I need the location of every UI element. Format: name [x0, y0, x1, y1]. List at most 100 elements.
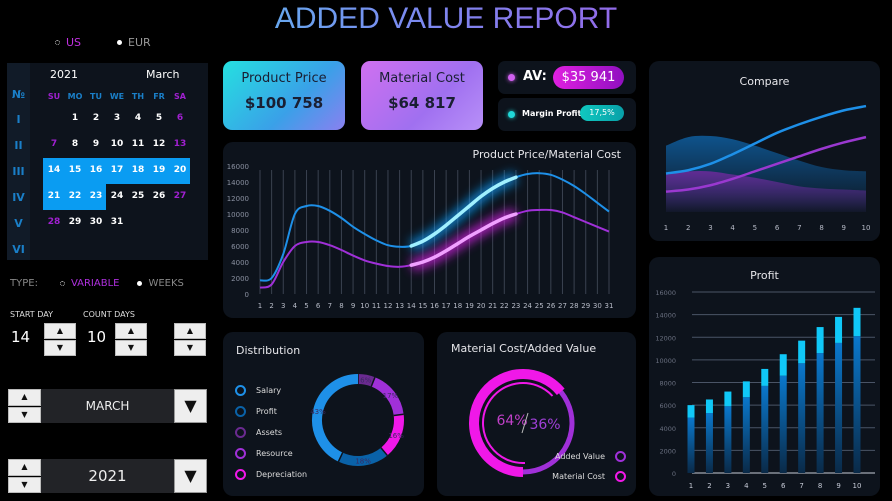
calendar-day[interactable]: 19 — [152, 165, 166, 175]
calendar-day[interactable]: 18 — [131, 165, 145, 175]
calendar-day[interactable]: 25 — [131, 191, 145, 201]
calendar-day[interactable]: 10 — [110, 139, 124, 149]
margin-dot-icon — [508, 111, 515, 118]
calendar-day[interactable]: 7 — [50, 139, 58, 149]
highlight-segment — [409, 212, 518, 267]
legend-item-resource: Resource — [235, 448, 293, 459]
calendar-day[interactable]: 9 — [92, 139, 100, 149]
calendar-day[interactable]: 2 — [92, 113, 100, 123]
slice-label: 16% — [388, 432, 404, 440]
y-tick-label: 2000 — [659, 447, 676, 455]
av-box: AV: $35 941 — [498, 61, 636, 94]
product-price-value: $100 758 — [244, 94, 324, 112]
product-price-card: Product Price $100 758 — [223, 61, 345, 130]
up-arrow-icon[interactable]: ▲ — [174, 323, 206, 339]
start-day-spinner[interactable]: ▲ ▼ — [44, 323, 76, 356]
month-dropdown-chevron-icon[interactable]: ▼ — [174, 389, 207, 423]
x-tick-label: 31 — [605, 302, 614, 310]
calendar-day[interactable]: 28 — [47, 217, 61, 227]
calendar-day[interactable]: 8 — [71, 139, 79, 149]
up-arrow-icon[interactable]: ▲ — [8, 389, 41, 406]
radio-filled-icon[interactable] — [137, 281, 143, 286]
bar-segment-base — [816, 353, 824, 473]
chart-title: Distribution — [236, 344, 301, 357]
down-arrow-icon[interactable]: ▼ — [115, 340, 147, 356]
calendar-day[interactable]: 12 — [152, 139, 166, 149]
type-weeks-option[interactable]: WEEKS — [148, 278, 184, 289]
calendar-day[interactable]: 23 — [89, 191, 103, 201]
year-spinner[interactable]: ▲ ▼ — [8, 459, 41, 493]
calendar-day[interactable]: 11 — [131, 139, 145, 149]
count-days-value[interactable]: 10 — [87, 328, 107, 346]
extra-spinner[interactable]: ▲ ▼ — [174, 323, 206, 356]
calendar-day[interactable]: 17 — [110, 165, 124, 175]
start-day-value[interactable]: 14 — [11, 328, 31, 346]
down-arrow-icon[interactable]: ▼ — [8, 406, 41, 423]
month-select[interactable]: MARCH — [41, 389, 174, 423]
legend-ring-icon — [235, 406, 246, 417]
x-tick-label: 3 — [281, 302, 285, 310]
currency-eur-radio[interactable]: EUR — [117, 36, 151, 49]
currency-eur-label: EUR — [128, 36, 151, 49]
legend-ring-icon — [615, 471, 626, 482]
currency-us-label: US — [66, 36, 82, 49]
donut-slice-material-cost — [469, 369, 565, 477]
calendar-day[interactable]: 24 — [110, 191, 124, 201]
calendar-day[interactable]: 13 — [173, 139, 187, 149]
divider — [521, 412, 529, 434]
legend-label: Profit — [256, 407, 277, 416]
down-arrow-icon[interactable]: ▼ — [174, 340, 206, 356]
area-series — [666, 171, 866, 212]
year-select[interactable]: 2021 — [41, 459, 174, 493]
y-tick-label: 10000 — [655, 357, 676, 365]
up-arrow-icon[interactable]: ▲ — [115, 323, 147, 339]
calendar-day[interactable]: 31 — [110, 217, 124, 227]
y-tick-label: 10000 — [227, 211, 249, 219]
calendar-day[interactable]: 20 — [173, 165, 187, 175]
calendar-day[interactable]: 3 — [113, 113, 121, 123]
down-arrow-icon[interactable]: ▼ — [8, 476, 41, 493]
product-price-label: Product Price — [241, 71, 327, 86]
distribution-panel: Distribution 6% 17% 16% 18% 43% Salary Profit… — [223, 332, 424, 496]
calendar-day[interactable]: 14 — [47, 165, 61, 175]
x-tick-label: 2 — [686, 224, 690, 232]
x-tick-label: 1 — [664, 224, 668, 232]
count-days-spinner[interactable]: ▲ ▼ — [115, 323, 147, 356]
calendar-year: 2021 — [50, 68, 78, 81]
slice-separator — [380, 447, 388, 456]
x-tick-label: 21 — [488, 302, 497, 310]
inner-arc — [482, 382, 554, 464]
calendar-day[interactable]: 26 — [152, 191, 166, 201]
month-spinner[interactable]: ▲ ▼ — [8, 389, 41, 423]
radio-empty-icon — [55, 40, 60, 45]
calendar-day[interactable]: 16 — [89, 165, 103, 175]
margin-value: 17,5% — [580, 105, 624, 121]
year-dropdown-chevron-icon[interactable]: ▼ — [174, 459, 207, 493]
x-tick-label: 2 — [269, 302, 273, 310]
calendar-day[interactable]: 4 — [134, 113, 142, 123]
x-tick-label: 7 — [328, 302, 332, 310]
up-arrow-icon[interactable]: ▲ — [8, 459, 41, 476]
legend-ring-icon — [235, 427, 246, 438]
legend-material-cost: Material Cost — [552, 471, 626, 482]
calendar-day[interactable]: 21 — [47, 191, 61, 201]
calendar-day[interactable]: 1 — [71, 113, 79, 123]
currency-us-radio[interactable]: US — [55, 36, 81, 49]
x-tick-label: 8 — [339, 302, 343, 310]
type-variable-option[interactable]: VARIABLE — [70, 278, 120, 289]
calendar-day[interactable]: 22 — [68, 191, 82, 201]
calendar-day[interactable]: 5 — [155, 113, 163, 123]
x-tick-label: 9 — [351, 302, 355, 310]
down-arrow-icon[interactable]: ▼ — [44, 340, 76, 356]
calendar-day[interactable]: 6 — [176, 113, 184, 123]
av-dot-icon — [508, 74, 515, 81]
calendar-day[interactable]: 15 — [68, 165, 82, 175]
up-arrow-icon[interactable]: ▲ — [44, 323, 76, 339]
material-cost-card: Material Cost $64 817 — [361, 61, 483, 130]
calendar-day[interactable]: 27 — [173, 191, 187, 201]
y-tick-label: 4000 — [659, 425, 676, 433]
calendar-day[interactable]: 29 — [68, 217, 82, 227]
day-header: SU — [47, 92, 61, 101]
calendar-day[interactable]: 30 — [89, 217, 103, 227]
radio-empty-icon[interactable] — [59, 281, 65, 286]
